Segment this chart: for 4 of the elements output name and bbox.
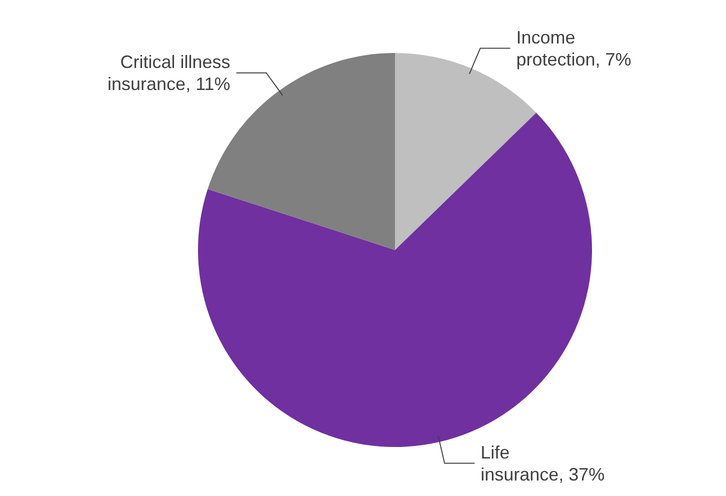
slice-label: Critical illness insurance, 11% <box>108 52 230 94</box>
slice-label: Income protection, 7% <box>516 27 632 70</box>
pie-slice <box>198 112 592 447</box>
slice-label: Life insurance, 37% <box>480 442 605 484</box>
